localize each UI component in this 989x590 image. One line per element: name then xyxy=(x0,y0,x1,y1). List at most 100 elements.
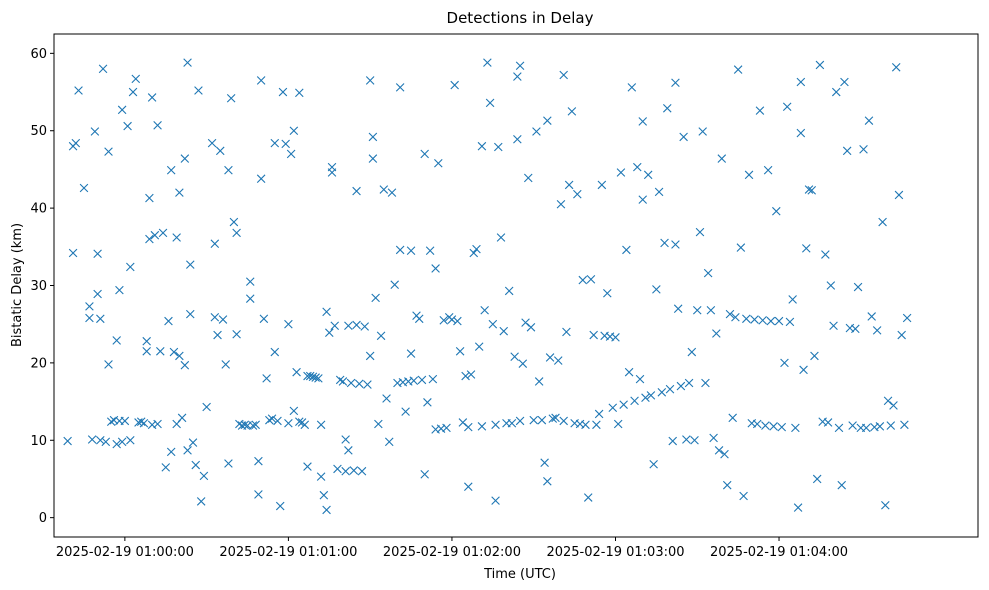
data-point xyxy=(834,423,844,433)
data-point xyxy=(240,420,250,430)
data-point xyxy=(314,374,323,383)
data-point xyxy=(409,376,419,385)
chart-title: Detections in Delay xyxy=(447,9,594,27)
data-point xyxy=(420,470,429,479)
data-point xyxy=(796,77,806,87)
data-point xyxy=(559,416,568,426)
data-point xyxy=(752,419,762,429)
data-point xyxy=(562,327,571,337)
data-point xyxy=(755,106,765,115)
data-point xyxy=(703,268,713,278)
data-point xyxy=(812,474,822,484)
y-tick-label: 40 xyxy=(30,202,47,217)
data-point xyxy=(534,377,544,386)
data-point xyxy=(177,413,187,423)
data-point xyxy=(581,420,590,430)
data-point xyxy=(382,394,391,403)
data-point xyxy=(335,375,345,385)
data-point xyxy=(646,391,656,400)
data-point xyxy=(859,145,868,154)
data-point xyxy=(191,460,201,470)
data-point xyxy=(763,165,773,175)
data-point xyxy=(172,233,181,242)
data-point xyxy=(117,105,127,115)
data-point xyxy=(499,326,509,336)
data-point xyxy=(469,248,479,258)
data-point xyxy=(262,374,271,383)
data-point xyxy=(722,480,732,490)
data-point xyxy=(796,128,806,138)
data-point xyxy=(256,76,266,85)
data-point xyxy=(196,497,206,506)
data-point xyxy=(120,416,130,426)
data-point xyxy=(104,147,113,156)
data-point xyxy=(853,282,863,292)
data-point xyxy=(215,146,225,156)
data-point xyxy=(589,330,598,340)
data-point xyxy=(395,83,405,92)
data-point xyxy=(483,58,492,67)
data-point xyxy=(63,436,72,446)
data-point xyxy=(387,188,397,197)
data-point xyxy=(758,316,767,325)
data-point xyxy=(286,149,296,159)
data-point xyxy=(523,173,533,183)
data-point xyxy=(553,356,563,365)
data-point xyxy=(131,74,141,84)
data-point xyxy=(864,116,874,125)
data-point xyxy=(668,436,678,446)
data-point xyxy=(289,126,299,136)
data-point xyxy=(158,228,168,238)
data-point xyxy=(142,336,151,346)
data-point xyxy=(450,80,459,90)
data-point xyxy=(275,501,285,511)
data-point xyxy=(439,316,449,325)
data-point xyxy=(273,416,282,426)
data-point xyxy=(74,86,83,95)
data-point xyxy=(731,312,740,322)
data-point xyxy=(807,186,817,195)
data-point xyxy=(221,360,231,369)
data-point xyxy=(303,462,312,471)
data-point xyxy=(210,312,220,322)
data-point xyxy=(728,413,737,423)
data-point xyxy=(608,403,618,413)
data-point xyxy=(842,146,852,156)
data-point xyxy=(551,413,560,423)
data-point xyxy=(804,185,814,194)
data-point xyxy=(548,414,558,423)
y-tick-label: 30 xyxy=(30,279,47,294)
data-point xyxy=(679,132,688,142)
data-point xyxy=(406,246,416,255)
data-point xyxy=(270,347,280,357)
data-point xyxy=(128,87,138,97)
data-point xyxy=(485,98,495,108)
data-point xyxy=(164,316,173,326)
data-point xyxy=(341,435,350,444)
data-point xyxy=(529,415,539,425)
data-point xyxy=(431,264,440,273)
data-point xyxy=(657,388,667,397)
data-point xyxy=(766,316,776,326)
data-point xyxy=(769,422,778,431)
data-point xyxy=(826,281,836,290)
data-point xyxy=(365,76,375,85)
data-point xyxy=(496,233,506,242)
data-point xyxy=(115,285,124,295)
data-point xyxy=(180,360,190,370)
x-axis: 2025-02-19 01:00:00 2025-02-19 01:01:00 20… xyxy=(56,537,848,560)
data-point xyxy=(229,217,239,227)
data-point xyxy=(603,288,612,298)
data-point xyxy=(93,289,102,299)
data-point xyxy=(420,149,429,159)
data-point xyxy=(583,493,593,502)
data-point xyxy=(169,347,179,357)
data-point xyxy=(897,330,906,340)
data-point xyxy=(597,180,607,190)
data-point xyxy=(573,189,582,199)
data-point xyxy=(327,162,337,172)
data-point xyxy=(147,93,157,102)
data-point xyxy=(153,121,162,130)
